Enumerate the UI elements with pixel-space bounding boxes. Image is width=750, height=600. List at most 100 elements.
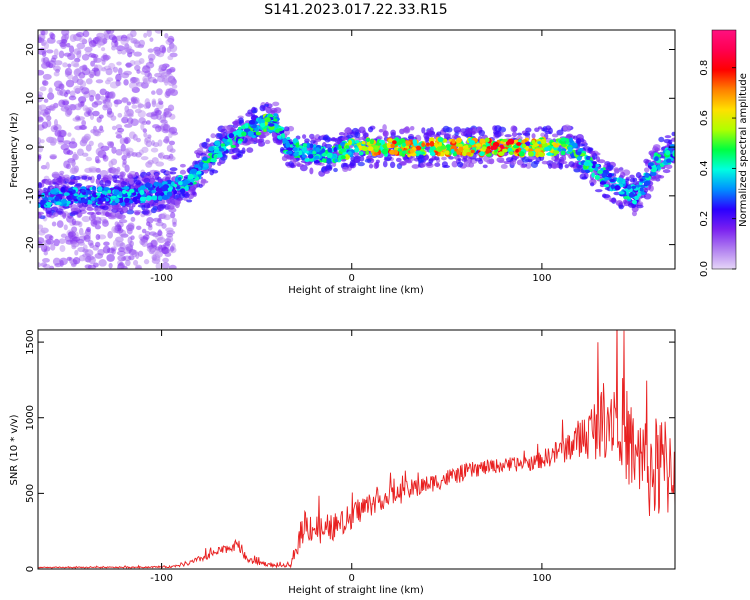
spectrogram-noise-cell: [53, 65, 61, 72]
spectrogram-ridge-cell: [198, 161, 205, 167]
spectrogram-ridge-cell: [132, 192, 137, 196]
x-tick-label: 0: [349, 273, 355, 284]
spectrogram-ridge-cell: [177, 177, 182, 181]
spectrogram-ridge-cell: [213, 149, 221, 153]
spectrogram-noise-cell: [38, 116, 44, 123]
y-tick-label: 1000: [25, 405, 36, 430]
spectrogram-ridge-cell: [78, 200, 82, 204]
spectrogram-ridge-cell: [597, 170, 603, 175]
spectrogram-ridge-cell: [583, 161, 590, 167]
spectrogram-ridge-cell: [389, 149, 396, 155]
spectrogram-noise-cell: [157, 139, 163, 147]
spectrogram-ridge-cell: [304, 158, 310, 163]
spectrogram-ridge-cell: [468, 140, 476, 146]
spectrogram-ridge-cell: [466, 151, 472, 156]
spectrogram-halo-cell: [257, 138, 263, 144]
spectrogram-noise-cell: [117, 112, 123, 118]
spectrogram-noise-cell: [59, 89, 67, 97]
x-tick-label: 0: [349, 573, 355, 584]
spectrogram-ridge-cell: [213, 154, 218, 159]
spectrogram-halo-cell: [287, 125, 295, 132]
spectrogram-noise-cell: [151, 100, 157, 108]
spectrogram-noise-cell: [156, 237, 166, 244]
spectrogram-ridge-cell: [66, 200, 71, 205]
spectrogram-halo-cell: [453, 126, 461, 133]
spectrogram-ridge-cell: [244, 122, 249, 129]
spectrogram-halo-cell: [643, 158, 650, 164]
spectrogram-halo-cell: [516, 135, 523, 141]
spectrogram-ridge-cell: [451, 138, 456, 144]
spectrogram-halo-cell: [363, 132, 369, 139]
spectrogram-halo-cell: [322, 135, 328, 141]
spectrogram-noise-cell: [159, 123, 169, 131]
spectrogram-ridge-cell: [273, 118, 278, 122]
spectrogram-halo-cell: [390, 129, 396, 136]
spectrogram-ridge-cell: [603, 184, 610, 188]
spectrogram-ridge-cell: [412, 139, 417, 144]
spectrogram-noise-cell: [169, 245, 175, 252]
snr-xlabel: Height of straight line (km): [288, 585, 424, 596]
spectrogram-halo-cell: [564, 164, 570, 169]
spectrogram-noise-cell: [152, 124, 161, 129]
spectrogram-noise-cell: [53, 238, 60, 247]
spectrogram-noise-cell: [166, 144, 174, 153]
spectrogram-ridge-cell: [286, 150, 293, 155]
spectrogram-ridge-cell: [128, 199, 134, 204]
spectrogram-ridge-cell: [374, 145, 380, 150]
spectrogram-ridge-cell: [313, 155, 320, 160]
spectrogram-ridge-cell: [572, 143, 578, 147]
spectrogram-noise-cell: [67, 52, 76, 61]
spectrogram-noise-cell: [75, 115, 81, 121]
spectrogram-ridge-cell: [635, 184, 641, 188]
spectrogram-noise-cell: [120, 37, 129, 46]
spectrogram-ridge-cell: [626, 185, 632, 190]
spectrogram-noise-cell: [123, 114, 128, 120]
spectrogram-ridge-cell: [218, 147, 225, 152]
spectrogram-ridge-cell: [666, 158, 672, 163]
spectrogram-ridge-cell: [499, 144, 504, 149]
spectrogram-ridge-cell: [340, 155, 346, 160]
spectrogram-noise-cell: [137, 44, 145, 49]
spectrogram-noise-cell: [143, 259, 150, 265]
spectrogram-ridge-cell: [344, 153, 350, 160]
spectrogram-ridge-cell: [308, 157, 314, 162]
spectrogram-ridge-cell: [127, 191, 132, 197]
spectrogram-noise-cell: [78, 37, 86, 43]
spectrogram-halo-cell: [581, 176, 588, 180]
spectrogram-halo-cell: [558, 163, 564, 170]
spectrogram-noise-cell: [38, 237, 45, 244]
spectrogram-ridge-cell: [107, 189, 112, 194]
spectrogram-halo-cell: [134, 211, 141, 216]
spectrogram-halo-cell: [142, 208, 150, 216]
spectrogram-noise-cell: [111, 45, 117, 51]
spectrogram-noise-cell: [155, 161, 165, 167]
spectrogram-noise-cell: [59, 257, 68, 266]
spectrogram-ridge-cell: [263, 128, 267, 133]
spectrogram-ridge-cell: [631, 199, 637, 205]
spectrogram-halo-cell: [454, 132, 459, 137]
spectrogram-halo-cell: [309, 167, 314, 175]
spectrogram-noise-cell: [54, 60, 63, 66]
spectrogram-noise-cell: [124, 45, 133, 54]
spectrogram-ridge-cell: [560, 143, 568, 147]
spectrogram-halo-cell: [70, 211, 79, 216]
spectrogram-halo-cell: [541, 160, 548, 165]
spectrogram-noise-cell: [72, 75, 79, 84]
spectrogram-ridge-cell: [393, 147, 399, 151]
spectrogram-halo-cell: [522, 132, 531, 136]
spectrogram-ridge-cell: [456, 137, 462, 144]
spectrogram-noise-cell: [71, 218, 77, 226]
spectrogram-ridge-cell: [157, 182, 162, 187]
spectrogram-noise-cell: [91, 67, 100, 72]
spectrogram-halo-cell: [671, 131, 675, 137]
spectrogram-noise-cell: [172, 221, 177, 228]
spectrogram-noise-cell: [38, 37, 45, 43]
spectrogram-ridge-cell: [609, 179, 616, 183]
spectrogram-noise-cell: [121, 72, 130, 79]
spectrogram-noise-cell: [62, 100, 69, 106]
spectrogram-halo-cell: [609, 199, 617, 203]
spectrogram-noise-cell: [167, 78, 176, 87]
spectrogram-noise-cell: [84, 46, 93, 53]
spectrogram-ridge-cell: [247, 130, 254, 137]
